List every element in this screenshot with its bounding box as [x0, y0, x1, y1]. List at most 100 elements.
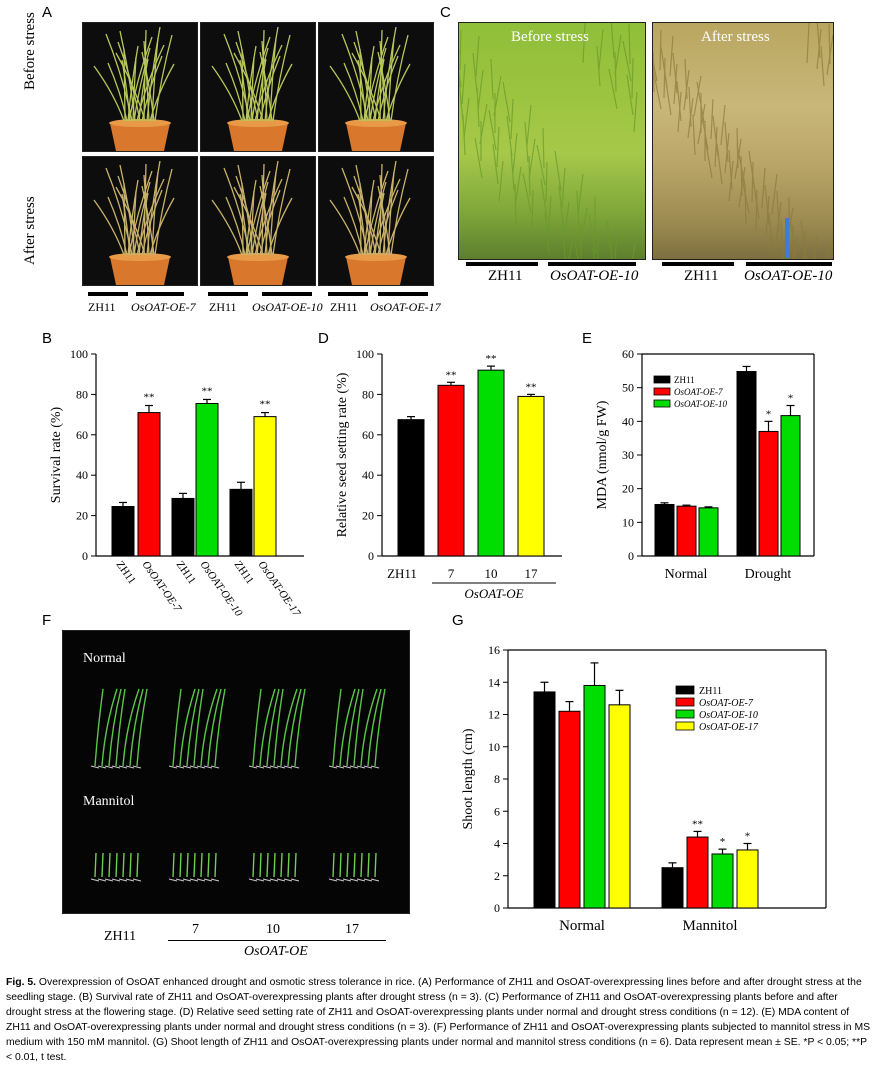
chart-d-ytick-label: 100: [356, 347, 374, 361]
chart-d-xlabel: 17: [525, 566, 539, 581]
chart-b-bar: [111, 506, 135, 557]
panel-a-photo-r0-c2: [318, 22, 434, 152]
chart-d-significance: **: [486, 353, 497, 365]
chart-e-ytick-label: 0: [628, 549, 634, 563]
chart-d-bar: [397, 419, 425, 557]
chart-b-bar: [195, 402, 219, 557]
panel-a-geno-2: OsOAT-OE-7: [131, 300, 196, 314]
chart-b-bar: [171, 497, 195, 557]
panel-f-x-17: 17: [345, 922, 359, 937]
chart-g-ytick-label: 16: [488, 643, 500, 657]
chart-d-ytick-label: 20: [362, 509, 374, 523]
chart-b-bar: [137, 412, 161, 557]
panel-c-letter: C: [440, 4, 451, 21]
chart-e-ytick-label: 60: [622, 347, 634, 361]
chart-d-bar: [517, 395, 545, 557]
panel-c-photo-after: After stress: [652, 22, 834, 260]
panel-a-photo-r0-c1: [200, 22, 316, 152]
panel-g-letter: G: [452, 612, 464, 629]
chart-g-significance: **: [692, 818, 703, 830]
panel-a-geno-4: OsOAT-OE-10: [252, 300, 323, 314]
figure-caption: Fig. 5. Overexpression of OsOAT enhanced…: [6, 975, 872, 1065]
chart-g-legend-swatch: [675, 697, 695, 707]
chart-e-ytick-label: 30: [622, 448, 634, 462]
chart-e-bar: [698, 507, 719, 557]
chart-d-bar: [477, 369, 505, 557]
chart-e-ytick-label: 40: [622, 414, 634, 428]
chart-b-ytick-label: 100: [70, 347, 88, 361]
chart-g-ytick-label: 6: [494, 804, 500, 818]
chart-g-bar: [608, 704, 631, 909]
chart-e-bar: [676, 505, 697, 557]
chart-g-ytick-label: 10: [488, 740, 500, 754]
caption-fig-label: Fig. 5.: [6, 977, 37, 988]
chart-e-bar: [758, 430, 779, 557]
chart-e-ylabel: MDA (nmol/g FW): [595, 400, 610, 509]
chart-g-legend-label: OsOAT-OE-17: [699, 722, 759, 733]
panel-f-x-7: 7: [192, 922, 199, 937]
chart-d-xlabel: 10: [485, 566, 498, 581]
panel-c-geno-3: ZH11: [684, 268, 719, 284]
chart-d-xlabel: 7: [448, 566, 455, 581]
panel-f-x-10: 10: [266, 922, 280, 937]
chart-g-legend-swatch: [675, 685, 695, 695]
panel-a-photo-r1-c1: [200, 156, 316, 286]
panel-a-geno-3: ZH11: [209, 300, 237, 314]
chart-d-ytick-label: 0: [368, 549, 374, 563]
chart-d-xlabel: ZH11: [387, 566, 417, 581]
chart-e-legend-swatch: [653, 399, 671, 408]
chart-d-significance: **: [526, 381, 537, 393]
chart-e-ytick-label: 20: [622, 482, 634, 496]
chart-g-legend-label: OsOAT-OE-10: [699, 710, 758, 721]
panel-f-normal-label: Normal: [83, 651, 126, 666]
chart-e-legend-swatch: [653, 375, 671, 384]
chart-b-ylabel: Survival rate (%): [49, 406, 64, 503]
chart-g-significance: *: [720, 836, 726, 848]
panel-c-genotype-bars: [466, 262, 832, 266]
panel-c-geno-4: OsOAT-OE-10: [744, 268, 833, 284]
chart-b-xlabel: OsOAT-OE-17: [256, 559, 303, 619]
chart-b-bar: [253, 416, 277, 557]
chart-e-bar: [780, 415, 801, 557]
chart-e-bar: [736, 371, 757, 557]
chart-g-ytick-label: 2: [494, 869, 500, 883]
chart-b-ytick-label: 60: [76, 428, 88, 442]
panel-d-letter: D: [318, 330, 329, 347]
panel-a-letter: A: [42, 4, 53, 21]
panel-f-mannitol-label: Mannitol: [83, 794, 135, 809]
chart-b-significance: **: [202, 385, 213, 397]
panel-c-after-overlay: After stress: [701, 29, 770, 45]
panel-c-before-overlay: Before stress: [511, 29, 589, 45]
chart-b-xlabel: ZH11: [174, 559, 198, 587]
chart-e-significance: *: [766, 408, 772, 420]
chart-g-ytick-label: 12: [488, 708, 500, 722]
chart-e-legend-label: OsOAT-OE-10: [674, 399, 727, 409]
chart-g-bar: [711, 853, 734, 909]
chart-d-group-label: OsOAT-OE: [464, 586, 523, 601]
chart-b-significance: **: [260, 399, 271, 411]
chart-e-xlabel: Normal: [665, 567, 708, 582]
chart-g-significance: *: [745, 831, 751, 843]
panel-c-geno-1: ZH11: [488, 268, 523, 284]
chart-b-ytick-label: 80: [76, 387, 88, 401]
chart-g-xlabel: Mannitol: [683, 918, 738, 934]
chart-d-bar: [437, 384, 465, 557]
chart-e-legend-swatch: [653, 387, 671, 396]
chart-g-legend-swatch: [675, 721, 695, 731]
chart-e-legend-label: ZH11: [674, 375, 695, 385]
chart-g-ytick-label: 8: [494, 772, 500, 786]
panel-f-photo: Normal Mannitol: [62, 630, 410, 914]
panel-b-letter: B: [42, 330, 53, 347]
panel-a-geno-1: ZH11: [88, 300, 116, 314]
panel-f-x-zh11: ZH11: [104, 929, 137, 944]
chart-g-bar: [583, 684, 606, 909]
chart-g-bar: [686, 836, 709, 909]
chart-d-ytick-label: 40: [362, 468, 374, 482]
chart-d-significance: **: [446, 369, 457, 381]
chart-e-legend-label: OsOAT-OE-7: [674, 387, 723, 397]
chart-g-bar: [736, 849, 759, 909]
chart-g-xlabel: Normal: [559, 918, 605, 934]
panel-f-group-label: OsOAT-OE: [244, 944, 308, 959]
chart-b-ytick-label: 0: [82, 549, 88, 563]
